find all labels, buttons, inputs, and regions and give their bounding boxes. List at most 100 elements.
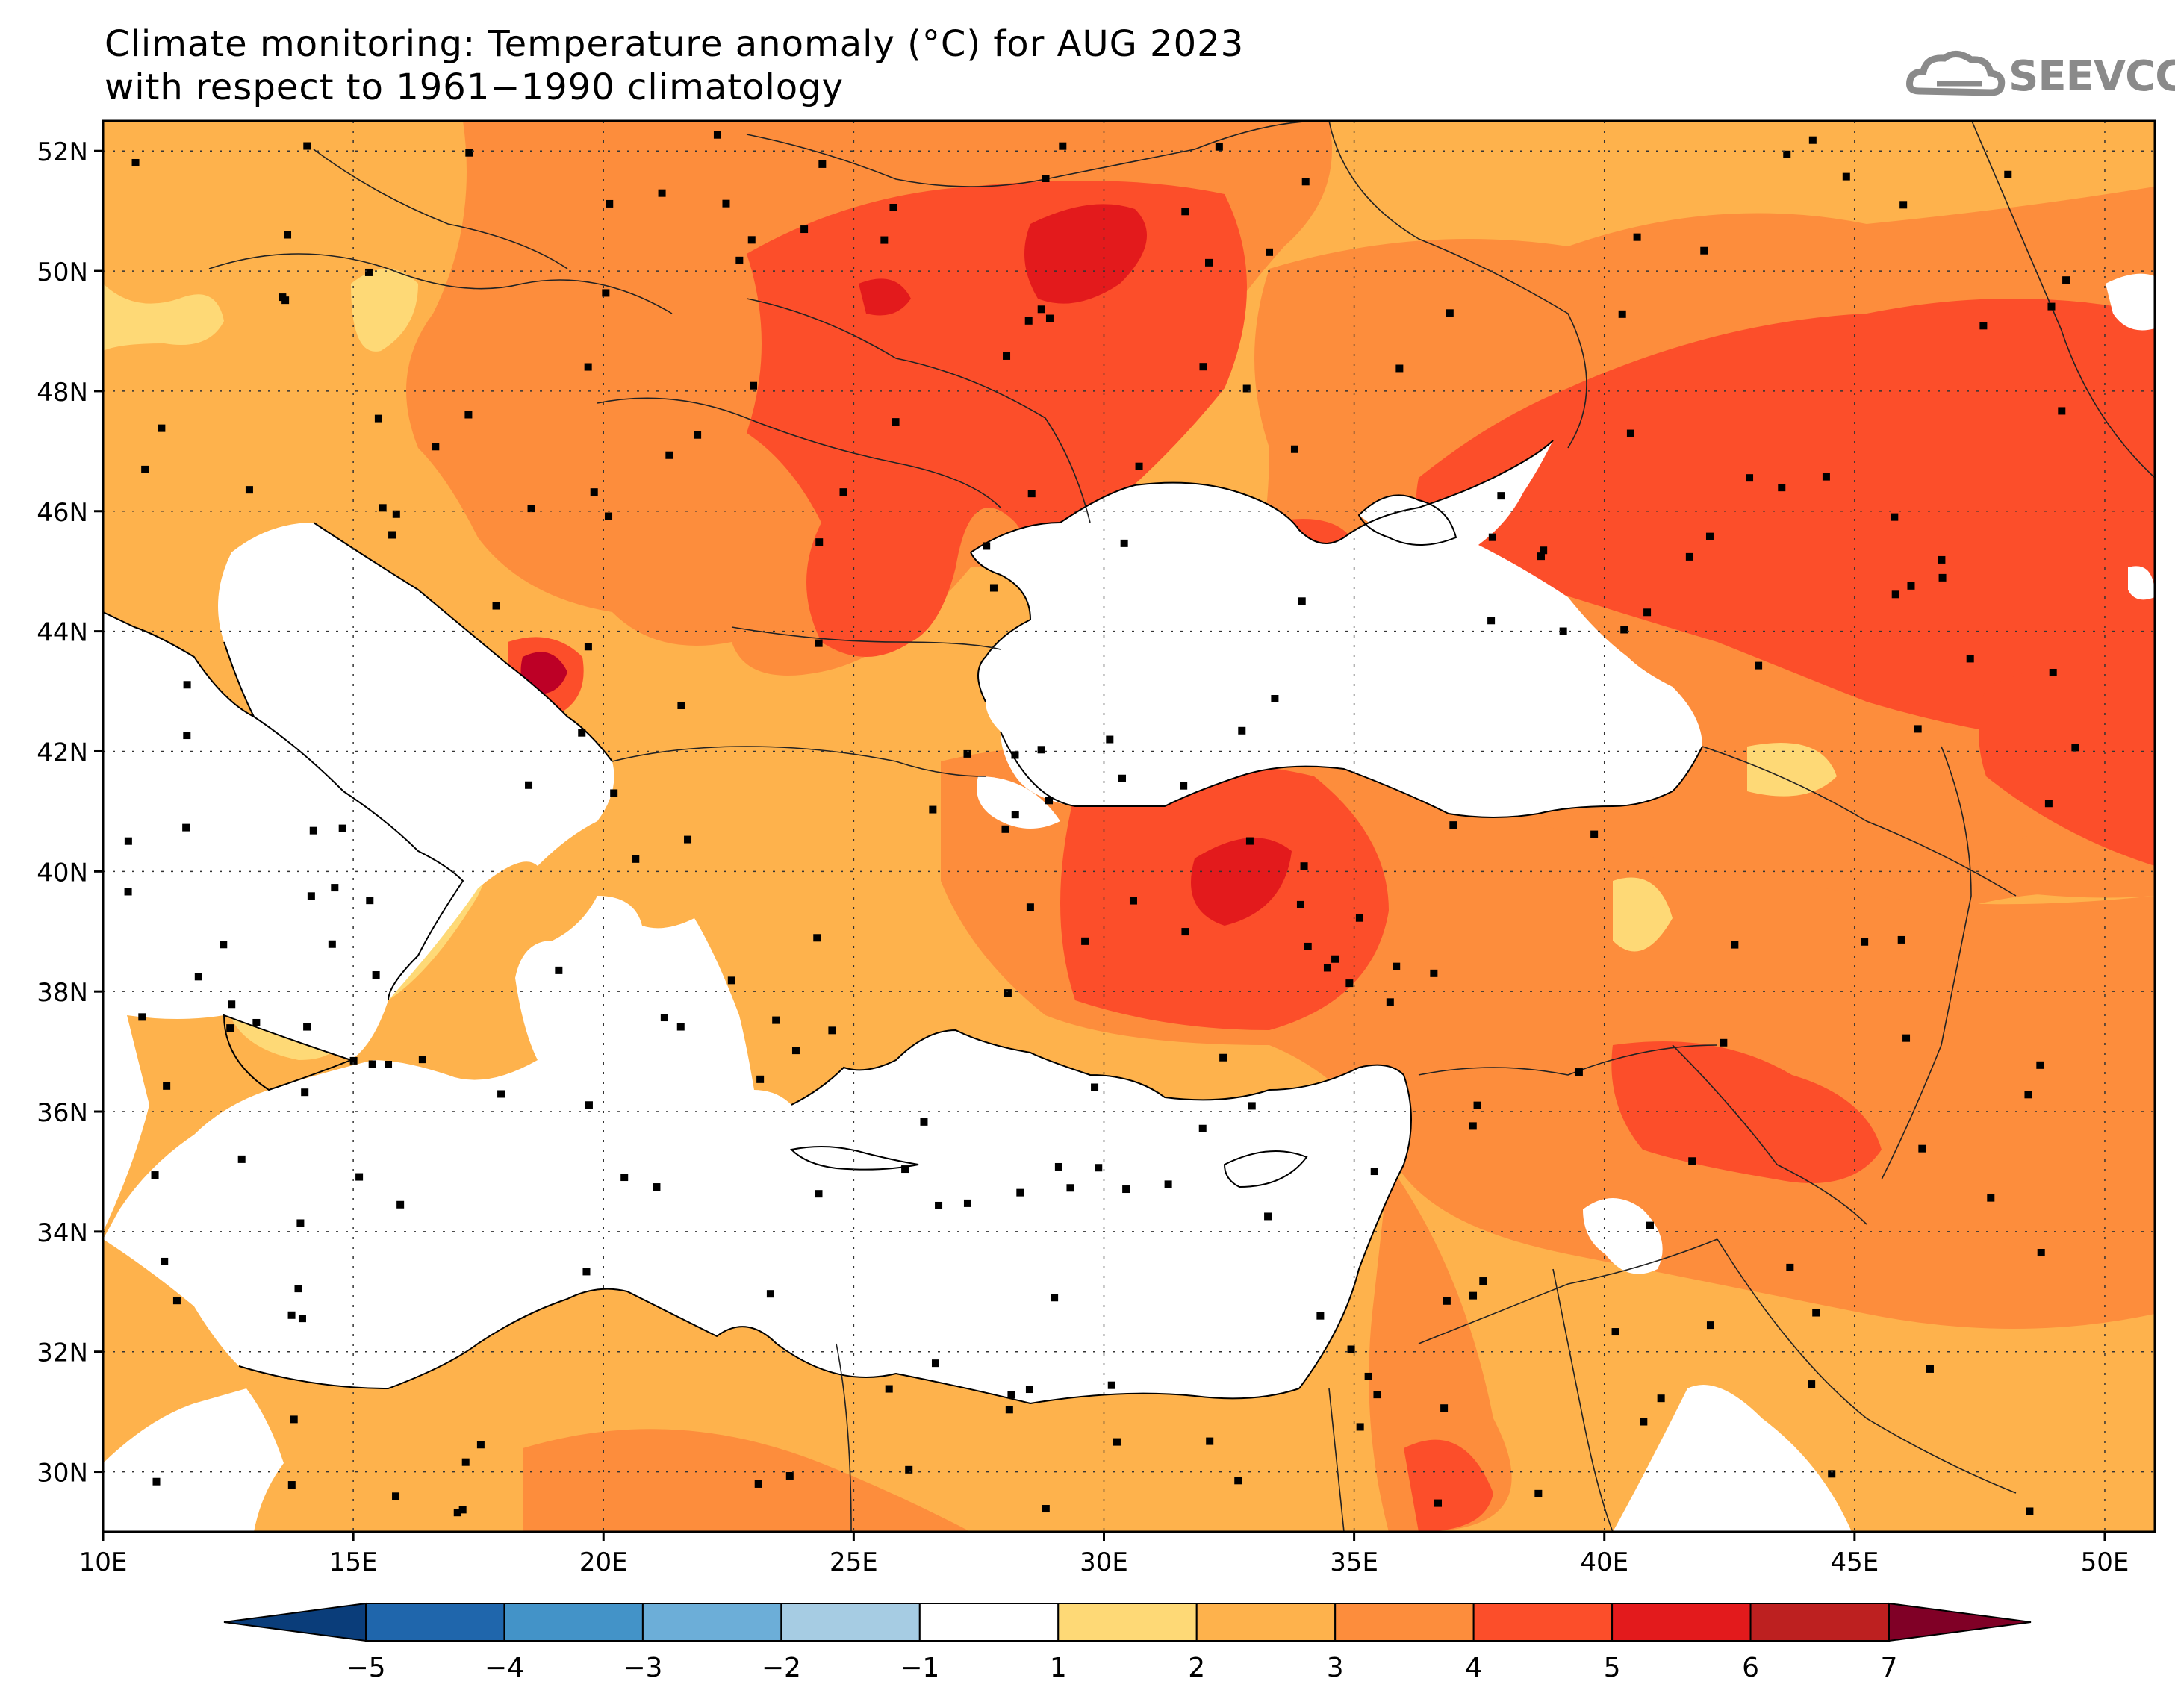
black-sea [971,440,1702,817]
station-marker [1808,1380,1816,1388]
station-marker [1001,825,1009,833]
anomaly-zone-4-5-caspian [1979,642,2155,866]
station-marker [620,1174,629,1182]
missing-data-persian-gulf [1613,1385,1852,1532]
colorbar-segment [1611,1603,1752,1642]
station-marker [963,1199,971,1207]
station-marker [1966,655,1974,663]
border-14 [1717,1238,2017,1494]
station-marker [1059,142,1067,150]
station-marker [307,892,315,900]
station-marker [1245,837,1254,845]
station-marker [1271,694,1279,702]
station-marker [1304,942,1312,950]
station-marker [1700,246,1708,255]
station-marker [1861,938,1869,946]
station-marker [1373,1391,1381,1399]
lon-tick-label: 30E [1080,1548,1128,1577]
station-marker [131,158,140,166]
station-marker [432,443,440,451]
station-marker [1054,1162,1062,1171]
coastline-black-sea-west [970,552,1032,702]
lat-tick-label: 48N [37,378,88,408]
station-marker [1219,1053,1227,1062]
station-marker [766,1290,774,1298]
border-11 [1418,1044,1718,1076]
crimea-gap [1359,495,1456,545]
missing-data-kazakhstan [2106,273,2155,331]
station-marker [1265,248,1273,256]
colorbar-label: 3 [1327,1653,1344,1683]
station-marker [658,189,666,197]
lat-tick-label: 40N [37,858,88,888]
station-marker [1296,900,1304,908]
border-18 [1970,121,2155,479]
station-marker [582,1268,591,1276]
station-marker [722,199,730,208]
border-5 [597,397,1001,508]
anomaly-zone-1-2-alps [103,284,224,351]
station-marker [747,236,756,244]
logo-text: SEEVCCC [2008,52,2175,101]
station-marker [1037,305,1045,314]
station-marker [290,1415,298,1424]
map-subtitle: with respect to 1961−1990 climatology [105,66,844,108]
coastline-italy-east [223,641,464,1001]
station-marker [182,823,190,832]
colorbar-label: −5 [346,1653,385,1683]
station-marker [1449,821,1457,829]
colorbar-segment [365,1603,505,1642]
station-marker [294,1285,302,1293]
adriatic-tyrrhenian-sea [103,523,614,1232]
station-marker [935,1201,943,1209]
station-marker [525,781,533,789]
station-marker [1979,322,1988,330]
colorbar-label: 1 [1050,1653,1067,1683]
station-marker [2044,800,2053,808]
station-marker [929,805,937,814]
station-marker [1011,751,1019,759]
station-marker [1657,1394,1665,1403]
station-marker [1215,143,1223,151]
station-marker [1469,1122,1477,1130]
station-marker [1685,552,1693,561]
station-marker [1370,1168,1378,1176]
station-marker [492,602,500,610]
station-marker [349,1056,358,1065]
station-marker [684,835,692,844]
colorbar-label: −1 [900,1653,939,1683]
station-marker [1914,725,1922,733]
station-marker [1746,474,1754,482]
axis-labels: 52N 50N 48N 46N 44N 42N 40N 38N 36N 34N 32N 30N 10E 1… [37,137,2129,1577]
station-marker [458,1506,467,1514]
anomaly-zone-4-5-syria [1611,1041,1882,1183]
station-marker [497,1090,505,1098]
station-marker [1487,617,1496,625]
station-marker [1434,1499,1443,1507]
station-marker [1242,384,1251,393]
map-title: Climate monitoring: Temperature anomaly … [105,23,1245,65]
border-4 [746,298,1091,523]
station-marker [889,204,897,212]
station-marker [1007,1391,1015,1399]
colorbar-label: −2 [762,1653,801,1683]
station-marker [983,542,991,550]
station-marker [1180,782,1188,790]
colorbar-label: 5 [1604,1653,1621,1683]
station-marker [1540,546,1548,555]
station-marker [828,1026,836,1035]
station-marker [1135,462,1143,470]
anomaly-zone-4-5-russia [1416,299,2155,747]
coastline-crete [789,1146,919,1171]
lat-tick-label: 42N [37,738,88,767]
station-marker [1842,172,1850,181]
station-marker [1822,473,1830,481]
station-marker [584,363,592,371]
station-marker [287,1481,296,1489]
station-marker [1891,590,1899,599]
mediterranean-sea [103,896,1411,1403]
station-marker [1042,1505,1050,1513]
station-marker [660,1014,668,1022]
station-marker [1005,1406,1013,1414]
station-marker [1987,1194,1995,1202]
